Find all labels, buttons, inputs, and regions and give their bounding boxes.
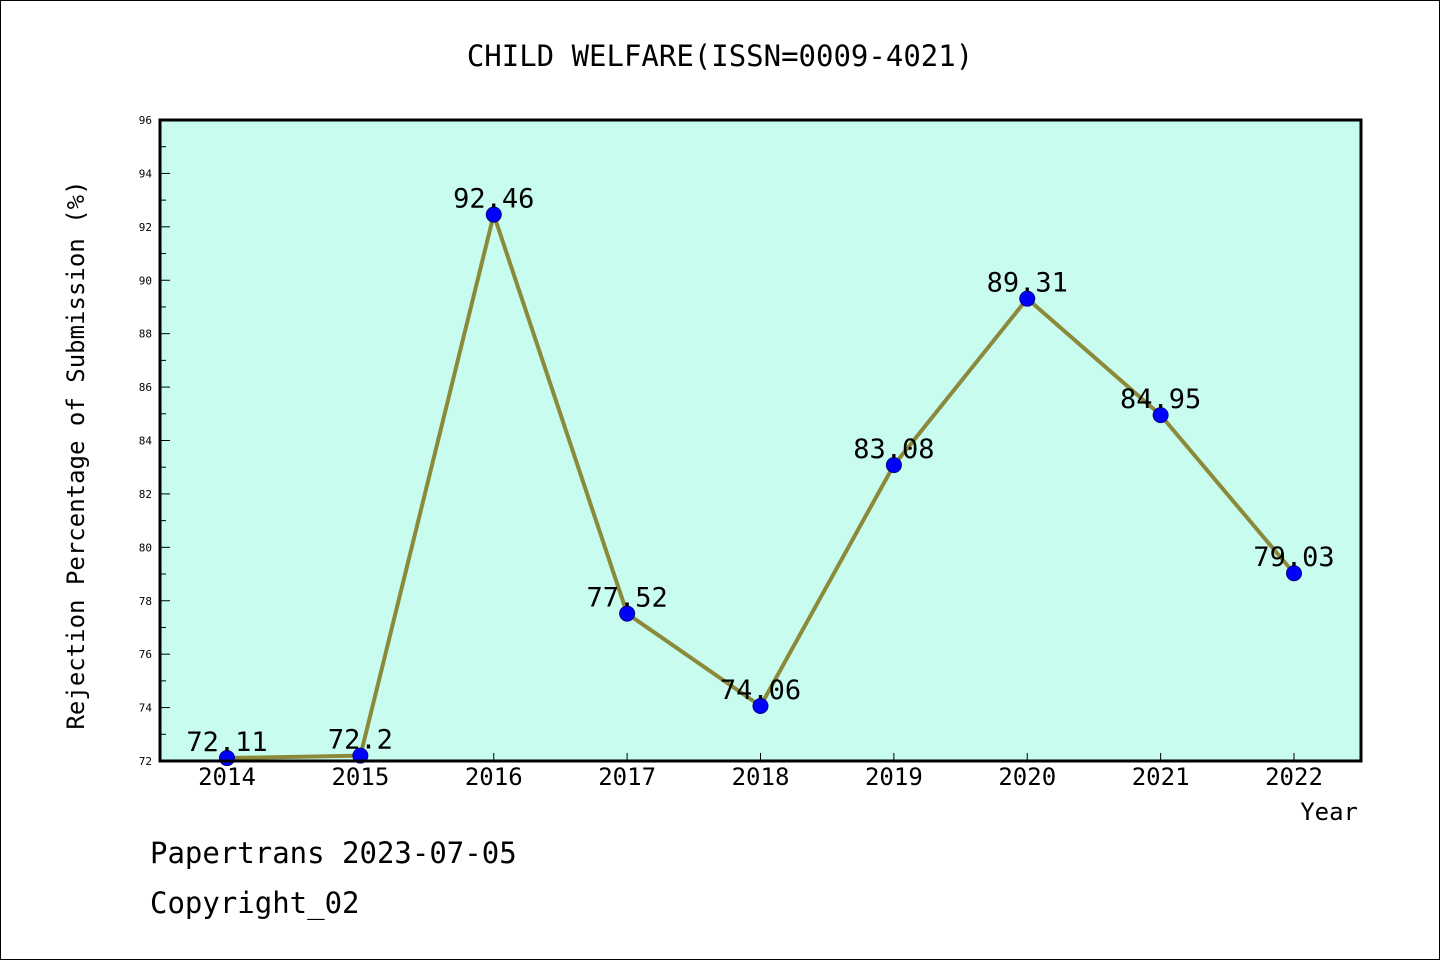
y-tick-label: 78	[139, 595, 152, 608]
y-tick-label: 72	[139, 755, 152, 768]
data-point	[1286, 565, 1302, 582]
data-point	[1152, 407, 1169, 424]
data-point	[619, 605, 636, 622]
y-tick-label: 92	[139, 221, 152, 234]
data-point	[1019, 290, 1036, 307]
x-tick-label: 2019	[865, 763, 923, 791]
x-tick-label: 2016	[465, 763, 523, 791]
footer-copyright: Copyright_02	[150, 886, 360, 921]
data-point	[752, 697, 769, 714]
x-tick-label: 2021	[1132, 763, 1190, 791]
y-tick-label: 84	[139, 435, 153, 448]
x-tick-label: 2017	[598, 763, 656, 791]
y-tick-label: 88	[139, 328, 152, 341]
data-point	[352, 747, 369, 764]
plot-area	[160, 120, 1361, 761]
data-label: 83.08	[853, 434, 934, 465]
y-tick-label: 74	[139, 702, 153, 715]
x-tick-label: 2022	[1265, 763, 1323, 791]
footer-date: Papertrans 2023-07-05	[150, 836, 517, 870]
data-label: 79.03	[1253, 542, 1334, 573]
y-tick-label: 96	[139, 114, 152, 127]
y-tick-label: 76	[139, 648, 152, 661]
chart-title: CHILD WELFARE(ISSN=0009-4021)	[467, 39, 973, 73]
y-tick-label: 82	[139, 488, 152, 501]
y-tick-label: 86	[139, 381, 152, 394]
plot-border	[158, 118, 1363, 763]
x-tick-label: 2015	[331, 763, 389, 791]
data-point	[485, 206, 502, 223]
data-point	[885, 457, 902, 474]
x-tick-label: 2018	[732, 763, 790, 791]
x-tick-label: 2020	[998, 763, 1056, 791]
x-tick-label: 2014	[198, 763, 256, 791]
data-label: 72.2	[328, 725, 393, 756]
data-label: 77.52	[586, 583, 667, 614]
y-tick-label: 80	[139, 541, 152, 554]
x-axis-label: Year	[1300, 798, 1358, 826]
y-tick-label: 94	[139, 167, 153, 180]
data-label: 92.46	[453, 184, 534, 215]
data-label: 84.95	[1120, 384, 1201, 415]
data-label: 74.06	[720, 675, 801, 706]
y-axis-label: Rejection Percentage of Submission (%)	[62, 180, 90, 729]
x-axis: 2014 2015 2016 2017 2018 2019 2020 2021 2022	[198, 753, 1323, 791]
y-tick-label: 90	[139, 274, 152, 287]
data-labels: 72.11 72.2 92.46 77.52 74.06 83.08 89.31 84.95 7…	[186, 184, 1334, 759]
data-label: 72.11	[186, 727, 267, 758]
data-markers	[219, 206, 1302, 767]
data-label: 89.31	[987, 268, 1068, 299]
